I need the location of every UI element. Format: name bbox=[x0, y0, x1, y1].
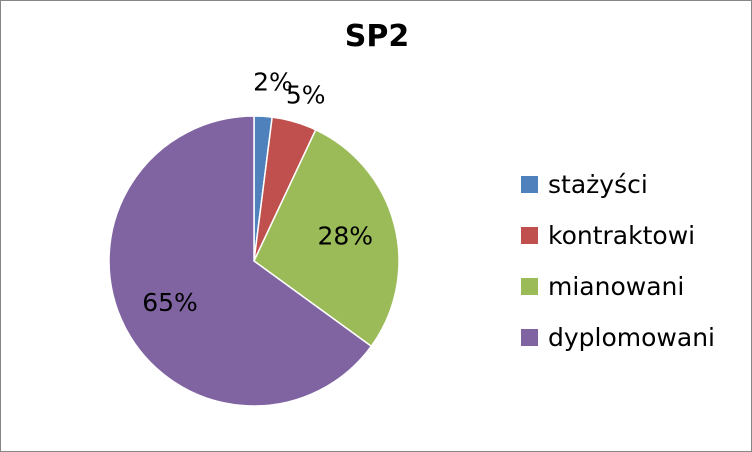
legend-swatch-2 bbox=[521, 277, 538, 295]
legend-label-0: stażyści bbox=[548, 169, 648, 199]
legend-swatch-0 bbox=[521, 175, 538, 193]
legend-item-1: kontraktowi bbox=[521, 216, 715, 254]
legend-item-3: dyplomowani bbox=[521, 318, 715, 356]
legend-label-1: kontraktowi bbox=[548, 220, 696, 250]
legend-item-0: stażyści bbox=[521, 165, 715, 203]
data-label-1: 5% bbox=[286, 81, 326, 110]
legend-swatch-1 bbox=[521, 226, 538, 244]
pie-slice-3 bbox=[108, 115, 373, 407]
legend-item-2: mianowani bbox=[521, 267, 715, 305]
data-label-2: 28% bbox=[317, 222, 373, 251]
data-label-0: 2% bbox=[253, 67, 293, 96]
legend-swatch-3 bbox=[521, 328, 538, 346]
legend-label-3: dyplomowani bbox=[548, 322, 715, 352]
legend-label-2: mianowani bbox=[548, 271, 685, 301]
pie-slice-2 bbox=[253, 128, 400, 348]
data-label-3: 65% bbox=[142, 288, 198, 317]
chart-title: SP2 bbox=[344, 19, 410, 54]
legend: stażyści kontraktowi mianowani dyplomowani bbox=[521, 165, 715, 369]
